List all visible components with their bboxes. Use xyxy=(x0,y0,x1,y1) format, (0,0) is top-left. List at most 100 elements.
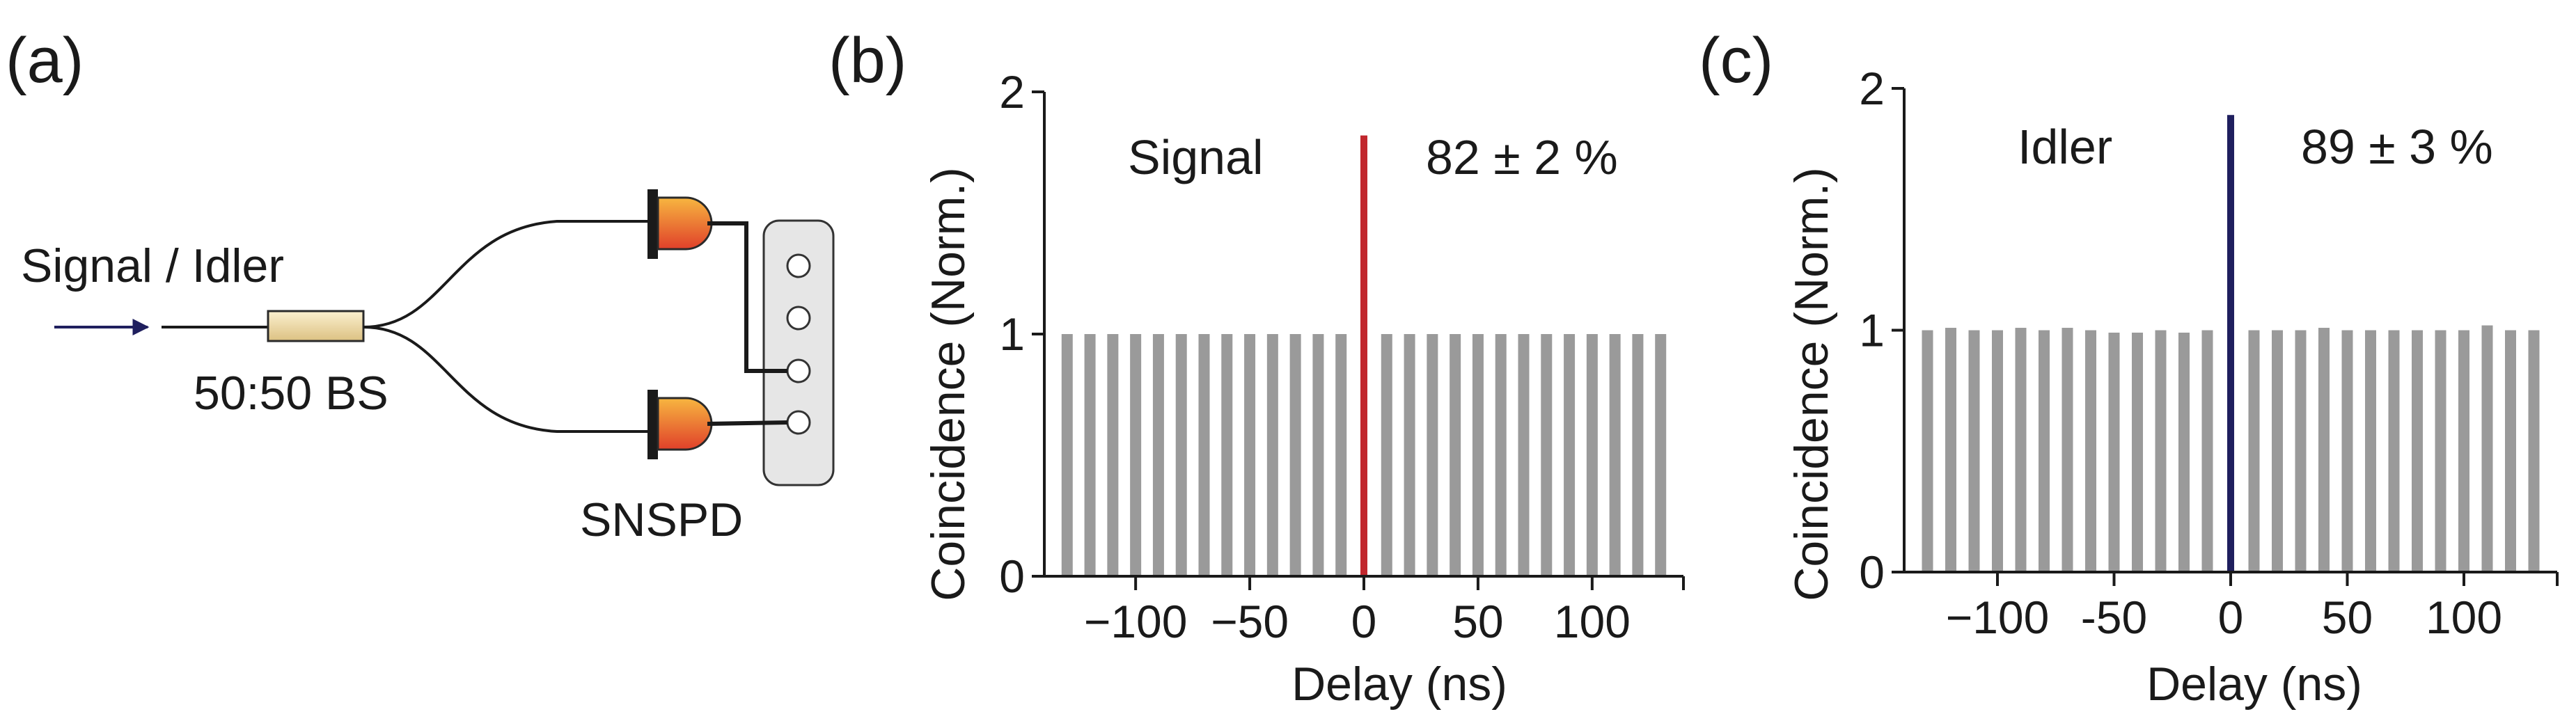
chart-c-bar xyxy=(2132,332,2143,572)
chart-b-bar xyxy=(1450,334,1461,576)
chart-c-bar xyxy=(2365,330,2376,572)
chart-c-ytick-label: 1 xyxy=(1859,305,1885,356)
chart-c-plot: 0 1 2 −100 -50 0 50 100 xyxy=(1859,63,2559,643)
chart-panel-b: (b) 0 1 2 −100 −50 0 50 100 Coincidence (Norm.)… xyxy=(828,25,1685,711)
chart-b-ytick-label: 0 xyxy=(999,550,1025,602)
chart-c-xtick-label: 0 xyxy=(2218,592,2244,643)
detector-icon xyxy=(647,189,713,259)
chart-b-bar xyxy=(1609,334,1621,576)
counter-icon xyxy=(762,219,835,486)
chart-c-bar xyxy=(1992,330,2003,572)
chart-c-xtick-label: −100 xyxy=(1946,592,2050,643)
chart-c-bar xyxy=(2318,328,2330,572)
chart-b-bar xyxy=(1518,334,1530,576)
chart-b-bar xyxy=(1632,334,1644,576)
chart-c-bar xyxy=(1968,330,1980,572)
chart-c-bar xyxy=(2458,330,2469,572)
chart-b-bar xyxy=(1266,334,1278,576)
chart-b-bar xyxy=(1586,334,1598,576)
chart-b-ylabel: Coincidence (Norm.) xyxy=(922,167,975,601)
chart-b-bar xyxy=(1427,334,1438,576)
chart-b-xtick-label: −50 xyxy=(1211,596,1289,647)
chart-b-bar xyxy=(1244,334,1256,576)
chart-c-bar xyxy=(2528,330,2540,572)
chart-b-bar xyxy=(1175,334,1187,576)
chart-c-bar xyxy=(2272,330,2283,572)
chart-b-annotation-name: Signal xyxy=(1128,130,1264,184)
panel-label-b: (b) xyxy=(828,25,906,96)
chart-c-xtick-label: -50 xyxy=(2081,592,2147,643)
output-fiber-bottom xyxy=(363,326,653,433)
chart-b-xtick-label: 50 xyxy=(1452,596,1503,647)
chart-c-bar xyxy=(1945,328,1956,572)
counter-port xyxy=(786,410,811,435)
chart-b-bar xyxy=(1564,334,1576,576)
chart-b-bar xyxy=(1107,334,1119,576)
chart-b-bar xyxy=(1198,334,1210,576)
chart-b-plot: 0 1 2 −100 −50 0 50 100 xyxy=(999,66,1685,647)
chart-b-annotation-value: 82 ± 2 % xyxy=(1426,130,1618,184)
chart-c-peak-bar xyxy=(2227,115,2234,573)
chart-c-bar xyxy=(2481,325,2493,572)
chart-b-bar xyxy=(1381,334,1392,576)
chart-c-bar xyxy=(2412,330,2423,572)
chart-c-bar xyxy=(2085,330,2096,572)
chart-c-ytick-label: 0 xyxy=(1859,546,1885,598)
chart-b-bar xyxy=(1472,334,1484,576)
counter-port xyxy=(786,306,811,331)
panel-label-a: (a) xyxy=(6,25,84,96)
detector-label: SNSPD xyxy=(580,493,743,546)
chart-b-xlabel: Delay (ns) xyxy=(1291,658,1507,711)
chart-c-bar xyxy=(2295,330,2307,572)
chart-b-bar xyxy=(1289,334,1301,576)
chart-b-bar xyxy=(1404,334,1415,576)
chart-c-xlabel: Delay (ns) xyxy=(2146,658,2362,711)
chart-c-annotation-value: 89 ± 3 % xyxy=(2301,120,2493,174)
chart-c-bar xyxy=(2015,328,2027,572)
input-label: Signal / Idler xyxy=(21,239,284,292)
chart-b-bar xyxy=(1335,334,1347,576)
chart-c-ytick-label: 2 xyxy=(1859,63,1885,114)
output-fiber-top xyxy=(363,220,653,328)
chart-b-ytick-label: 2 xyxy=(999,66,1025,118)
chart-b-peak-bar xyxy=(1360,135,1367,576)
chart-c-ylabel: Coincidence (Norm.) xyxy=(1785,167,1838,601)
chart-panel-c: (c) 0 1 2 −100 -50 0 50 100 Coincidence (Norm.)… xyxy=(1699,25,2559,711)
chart-c-bar xyxy=(2505,330,2516,572)
counter-port xyxy=(786,253,811,278)
chart-c-bar xyxy=(1922,330,1933,572)
chart-c-bar xyxy=(2435,330,2447,572)
detector-icon xyxy=(647,390,713,459)
chart-b-bar xyxy=(1130,334,1142,576)
beamsplitter-icon xyxy=(267,310,365,342)
chart-c-bar xyxy=(2155,330,2167,572)
setup-diagram: (a) Signal / Idler 50:50 BS SNSPD xyxy=(6,25,835,546)
chart-b-bar xyxy=(1495,334,1507,576)
chart-c-bar xyxy=(2388,330,2400,572)
chart-c-bar xyxy=(2248,330,2260,572)
chart-b-bar xyxy=(1152,334,1164,576)
chart-c-annotation-name: Idler xyxy=(2018,120,2112,174)
chart-c-bar xyxy=(2039,330,2050,572)
chart-b-bar xyxy=(1655,334,1667,576)
chart-c-bar xyxy=(2341,330,2353,572)
chart-b-bar xyxy=(1084,334,1096,576)
counter-port xyxy=(786,358,811,383)
chart-b-bar xyxy=(1221,334,1233,576)
chart-b-bar xyxy=(1061,334,1073,576)
cable-bottom xyxy=(707,420,788,426)
panel-label-c: (c) xyxy=(1699,25,1773,96)
chart-b-bar xyxy=(1312,334,1324,576)
beamsplitter-label: 50:50 BS xyxy=(194,367,388,420)
chart-b-ytick-label: 1 xyxy=(999,308,1025,360)
chart-c-xtick-label: 100 xyxy=(2426,592,2502,643)
chart-b-bar xyxy=(1541,334,1553,576)
chart-b-xtick-label: −100 xyxy=(1084,596,1188,647)
chart-b-xtick-label: 0 xyxy=(1351,596,1377,647)
chart-b-xtick-label: 100 xyxy=(1554,596,1631,647)
chart-c-xtick-label: 50 xyxy=(2322,592,2373,643)
chart-c-bar xyxy=(2061,328,2073,572)
chart-c-bar xyxy=(2201,330,2213,572)
chart-c-bar xyxy=(2108,332,2120,572)
